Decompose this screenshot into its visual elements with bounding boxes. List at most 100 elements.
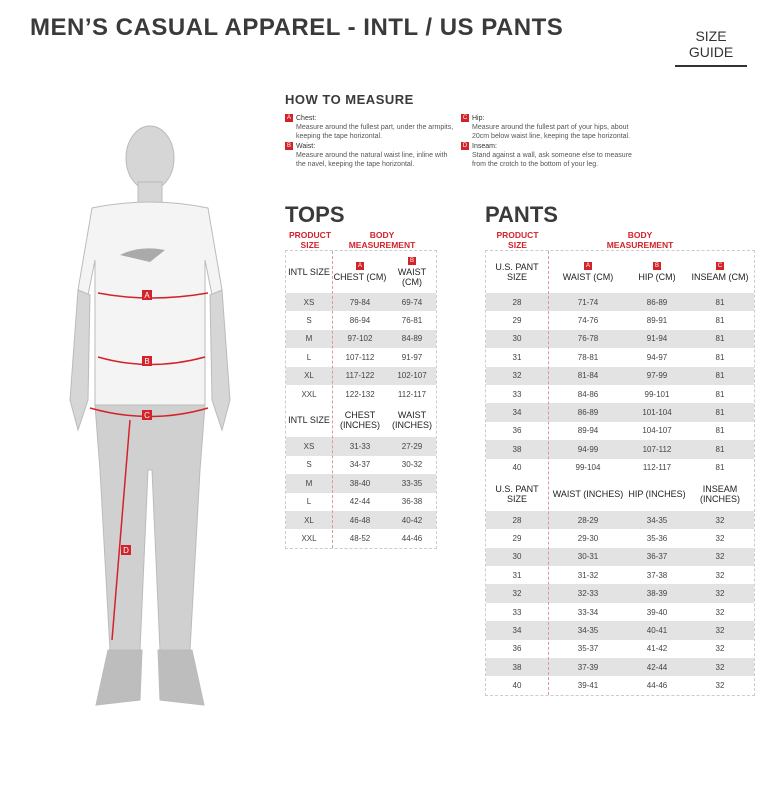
how-to-measure-heading: HOW TO MEASURE <box>285 92 414 107</box>
pants-cm-header: U.S. PANT SIZE A WAIST (CM) B HIP (CM) C INSEA… <box>486 251 754 293</box>
table-cell: 69-74 <box>401 297 423 307</box>
table-cell: XL <box>304 371 314 381</box>
figure-label-d: D <box>123 546 129 555</box>
column-header: INSEAM (INCHES) <box>700 483 740 504</box>
table-row: 29 29-30 35-36 32 <box>486 529 754 547</box>
table-row: 28 71-74 86-89 81 <box>486 293 754 312</box>
table-cell: M <box>305 478 313 488</box>
table-row: 38 37-39 42-44 32 <box>486 658 754 677</box>
table-cell: 29-30 <box>577 533 599 543</box>
table-cell: 104-107 <box>642 426 672 436</box>
column-header: INTL SIZE <box>288 267 330 277</box>
table-cell: 38-40 <box>349 478 371 488</box>
table-cell: 81 <box>715 444 725 454</box>
pants-product-size: PRODUCT SIZE <box>496 230 539 250</box>
table-cell: 34-35 <box>577 625 599 635</box>
table-cell: XXL <box>301 533 317 543</box>
table-cell: L <box>306 497 312 507</box>
table-cell: 34-37 <box>349 460 371 470</box>
table-cell: XS <box>303 442 315 452</box>
table-row: 36 89-94 104-107 81 <box>486 422 754 440</box>
table-cell: 40-42 <box>401 515 423 525</box>
table-cell: 36-38 <box>401 497 423 507</box>
pants-title: PANTS <box>485 202 558 227</box>
column-header: WAIST (INCHES) <box>392 410 432 431</box>
table-row: 38 94-99 107-112 81 <box>486 440 754 459</box>
table-cell: 91-94 <box>646 334 668 344</box>
table-cell: L <box>306 352 312 362</box>
table-cell: 102-107 <box>397 371 427 381</box>
tops-body-measurement: BODY MEASUREMENT <box>348 230 416 250</box>
table-cell: 117-122 <box>345 371 375 381</box>
table-cell: 81 <box>715 426 725 436</box>
table-cell: 32 <box>715 589 725 599</box>
table-cell: 34 <box>512 625 522 635</box>
table-cell: 41-42 <box>646 644 668 654</box>
column-header: INTL SIZE <box>288 415 330 426</box>
column-header: U.S. PANT SIZE <box>495 483 539 504</box>
table-row: 34 34-35 40-41 32 <box>486 621 754 640</box>
table-cell: 34-35 <box>646 515 668 525</box>
table-cell: 37-38 <box>646 570 668 580</box>
table-cell: S <box>306 316 312 326</box>
table-row: 29 74-76 89-91 81 <box>486 311 754 329</box>
table-cell: 107-112 <box>345 352 375 362</box>
table-cell: 94-97 <box>646 352 668 362</box>
table-cell: 97-102 <box>347 334 373 344</box>
table-cell: 86-94 <box>349 316 371 326</box>
column-header: A WAIST (CM) <box>562 262 614 283</box>
table-cell: 40-41 <box>646 625 668 635</box>
tops-title: TOPS <box>285 202 345 227</box>
table-cell: 89-91 <box>646 316 668 326</box>
table-cell: 31-33 <box>349 442 371 452</box>
table-cell: 76-78 <box>577 334 599 344</box>
table-row: 28 28-29 34-35 32 <box>486 510 754 530</box>
table-row: L 42-44 36-38 <box>286 493 436 511</box>
table-cell: 33-35 <box>401 478 423 488</box>
table-cell: 42-44 <box>646 662 668 672</box>
table-cell: 112-117 <box>642 463 672 473</box>
table-cell: 36 <box>512 426 522 436</box>
table-cell: 32 <box>715 552 725 562</box>
table-cell: 38 <box>512 444 522 454</box>
model-figure: A B C D <box>69 125 231 706</box>
table-cell: 44-46 <box>646 681 668 691</box>
tops-inches-header: INTL SIZE CHEST (INCHES) WAIST (INCHES) <box>286 403 436 437</box>
measure-waist: B Waist: Measure around the natural waist … <box>285 142 448 168</box>
table-cell: 38 <box>512 662 522 672</box>
badge-b: B <box>285 142 293 151</box>
table-row: XS 31-33 27-29 <box>286 437 436 456</box>
table-cell: 32 <box>715 607 725 617</box>
table-cell: 76-81 <box>401 316 423 326</box>
table-row: S 34-37 30-32 <box>286 456 436 474</box>
table-row: 30 76-78 91-94 81 <box>486 329 754 349</box>
table-cell: 35-36 <box>646 533 668 543</box>
tops-product-size: PRODUCT SIZE <box>288 230 332 250</box>
table-cell: 31-32 <box>577 570 599 580</box>
table-cell: 101-104 <box>642 408 672 418</box>
table-cell: 28 <box>512 297 522 307</box>
table-cell: 84-89 <box>401 334 423 344</box>
tops-cm-header: INTL SIZE A CHEST (CM) B WAIST (CM) <box>286 251 436 293</box>
table-cell: 81 <box>715 389 725 399</box>
table-cell: 122-132 <box>345 389 375 399</box>
table-row: XL 46-48 40-42 <box>286 510 436 530</box>
table-cell: 89-94 <box>577 426 599 436</box>
table-row: 32 81-84 97-99 81 <box>486 366 754 385</box>
table-cell: 30-32 <box>401 460 423 470</box>
table-cell: 32-33 <box>577 589 599 599</box>
badge-d: D <box>461 142 469 151</box>
figure-label-b: B <box>144 357 149 366</box>
table-cell: 29 <box>512 316 522 326</box>
table-cell: 46-48 <box>349 515 371 525</box>
table-cell: 28-29 <box>577 515 599 525</box>
table-cell: 32 <box>512 371 522 381</box>
table-cell: 40 <box>512 681 522 691</box>
table-cell: 37-39 <box>577 662 599 672</box>
table-cell: 31 <box>512 352 522 362</box>
table-cell: 32 <box>715 662 725 672</box>
column-header: B HIP (CM) <box>638 262 676 283</box>
measure-chest: A Chest: Measure around the fullest part, … <box>285 114 454 140</box>
tops-table: INTL SIZE A CHEST (CM) B WAIST (CM) XS 79-84 69… <box>285 250 437 549</box>
column-header: HIP (INCHES) <box>628 488 686 499</box>
